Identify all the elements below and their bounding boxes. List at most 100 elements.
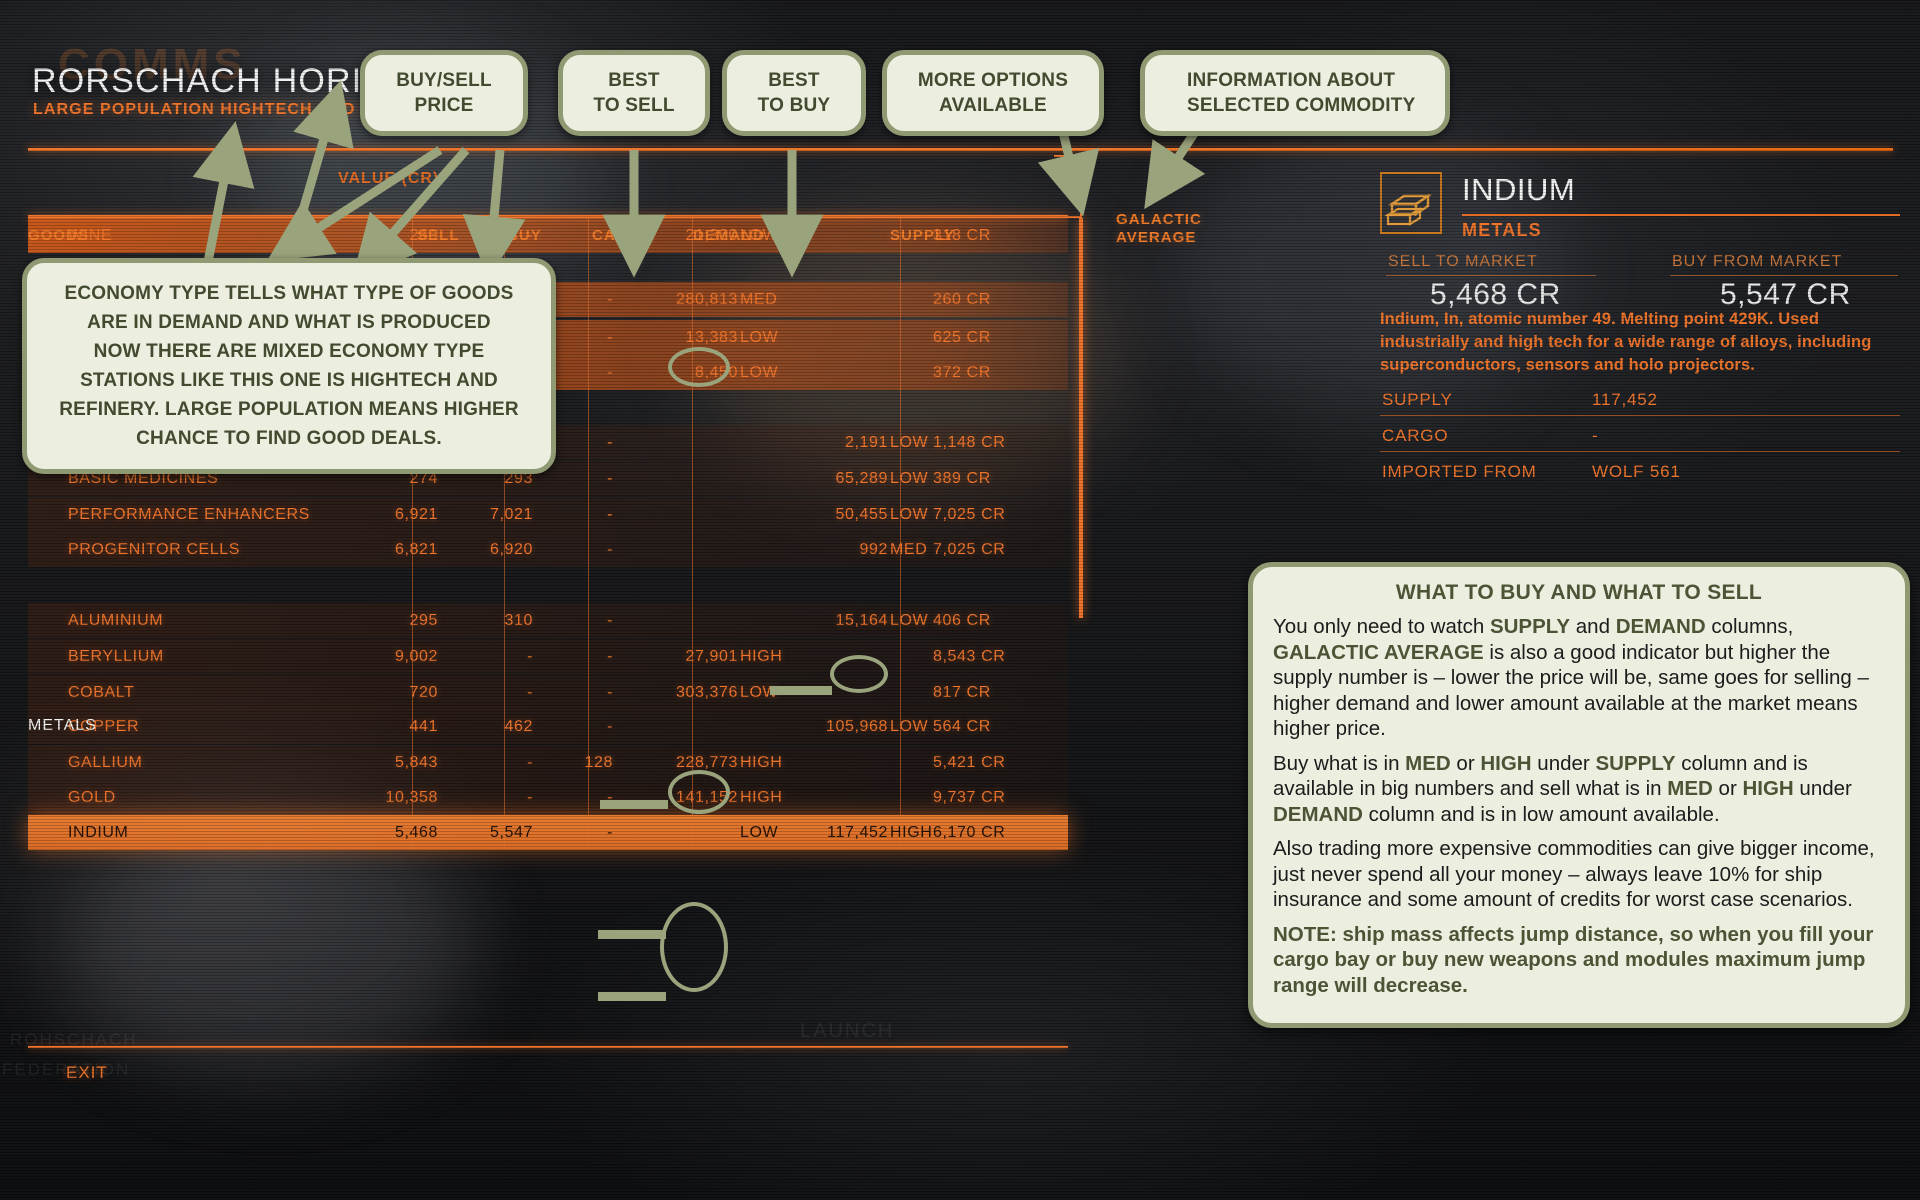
chevron-down-icon[interactable]: [1060, 178, 1076, 188]
callout-line: SELECTED COMMODITY: [1187, 95, 1416, 116]
stat-divider: [1380, 451, 1900, 452]
cell-galactic-average: 372 CR: [933, 364, 991, 381]
commodity-description: Indium, In, atomic number 49. Melting po…: [1380, 310, 1872, 374]
cell-demand-level: HIGH: [740, 754, 783, 771]
column-header-supply[interactable]: SUPPLY: [890, 227, 955, 244]
header-divider: [28, 148, 1893, 151]
callout-info-about-commodity: INFORMATION ABOUT SELECTED COMMODITY: [1140, 50, 1450, 136]
cell-cargo: 128: [584, 754, 613, 771]
cell-demand: 27,901: [685, 648, 738, 665]
arrow-to-commodity-panel: [1144, 129, 1206, 210]
cell-goods-name: PROGENITOR CELLS: [68, 541, 241, 558]
callout-line: ECONOMY TYPE TELLS WHAT TYPE OF GOODS: [64, 283, 514, 304]
cell-supply: 15,164: [835, 612, 888, 629]
cell-demand-level: HIGH: [740, 789, 783, 806]
column-header-goods[interactable]: GOODS: [28, 227, 90, 244]
cell-buy: -: [527, 789, 533, 806]
table-row[interactable]: INDIUM 5,468 5,547- LOW 117,452 HIGH 6,170 CR: [28, 815, 1068, 850]
cell-galactic-average: 406 CR: [933, 612, 991, 629]
table-row[interactable]: GALLIUM 5,843 - 128 228,773 HIGH 5,421 CR: [28, 745, 1068, 780]
stat-value: -: [1592, 426, 1599, 445]
cell-cargo: -: [607, 541, 613, 558]
cell-demand: 303,376: [675, 684, 738, 701]
cell-galactic-average: 318 CR: [933, 227, 991, 244]
cell-demand-level: HIGH: [740, 648, 783, 665]
sell-to-market-underline: [1386, 275, 1596, 276]
cell-supply: 2,191: [844, 434, 888, 451]
stat-value: 117,452: [1592, 390, 1658, 409]
callout-more-options: MORE OPTIONS AVAILABLE: [882, 50, 1104, 136]
guide-box: WHAT TO BUY AND WHAT TO SELL You only ne…: [1248, 562, 1910, 1028]
table-row[interactable]: COPPER 441 462 - 105,968 LOW 564 CR: [28, 709, 1068, 744]
cell-supply: 117,452: [827, 824, 888, 841]
cell-goods-name: COBALT: [68, 684, 135, 701]
annotation-circle-wine-med: [668, 347, 730, 387]
cell-sell: 295: [409, 612, 438, 629]
cell-buy: 6,920: [489, 541, 533, 558]
buy-from-market-underline: [1670, 275, 1898, 276]
cell-cargo: -: [607, 824, 613, 841]
guide-box-title: WHAT TO BUY AND WHAT TO SELL: [1395, 581, 1763, 604]
cell-supply: 992: [859, 541, 888, 558]
cell-galactic-average: 389 CR: [933, 470, 991, 487]
column-header-galactic-average-line1[interactable]: GALACTIC: [1116, 211, 1202, 228]
cell-goods-name: INDIUM: [68, 824, 129, 841]
cell-supply-level: LOW: [890, 506, 929, 523]
table-header-underline: [28, 215, 1068, 218]
cell-cargo: -: [607, 291, 613, 308]
commodity-name: INDIUM: [1462, 172, 1576, 207]
table-row[interactable]: COBALT 720 - - 303,376 LOW 817 CR: [28, 675, 1068, 710]
table-row[interactable]: ALUMINIUM 295 310 - 15,164 LOW 406 CR: [28, 603, 1068, 638]
federation-ghost-label: FEDERATION: [2, 1060, 131, 1079]
comms-ghost-title: COMMS: [58, 40, 247, 89]
cell-sell: 6,921: [394, 506, 438, 523]
column-divider: [692, 218, 693, 850]
column-header-demand[interactable]: DEMAND: [693, 227, 766, 244]
exit-button[interactable]: EXIT: [66, 1063, 108, 1082]
commodity-category: METALS: [1462, 220, 1542, 240]
annotation-circle-gallium-gold-high: [660, 902, 728, 992]
callout-line: AVAILABLE: [939, 95, 1047, 116]
cell-demand: 280,813: [675, 291, 738, 308]
cell-goods-name: WINE: [68, 227, 113, 244]
column-divider: [588, 218, 589, 850]
cell-buy: 5,547: [489, 824, 533, 841]
cell-demand-level: MED: [740, 291, 778, 308]
guide-box-paragraph: Also trading more expensive commodities …: [1273, 837, 1875, 911]
cell-buy: 310: [504, 612, 533, 629]
cell-galactic-average: 6,170 CR: [933, 824, 1006, 841]
table-row[interactable]: PERFORMANCE ENHANCERS 6,921 7,021 - 50,455 LO…: [28, 497, 1068, 532]
cell-supply: 105,968: [825, 718, 888, 735]
cell-goods-name: GOLD: [68, 789, 116, 806]
column-header-buy[interactable]: BUY: [507, 227, 542, 244]
cell-cargo: -: [607, 434, 613, 451]
callout-line: NOW THERE ARE MIXED ECONOMY TYPE: [93, 341, 485, 362]
cell-supply-level: LOW: [890, 718, 929, 735]
cell-sell: 10,358: [328, 789, 438, 807]
station-subtitle: LARGE POPULATION HIGHTECH AND REFIN: [33, 101, 415, 118]
cell-demand: 13,383: [685, 329, 738, 346]
cell-goods-name: GALLIUM: [68, 754, 143, 771]
cell-supply: 65,289: [835, 470, 888, 487]
stat-key: CARGO: [1382, 426, 1449, 445]
cell-galactic-average: 8,543 CR: [933, 648, 1006, 665]
rorschach-ghost-label: ROHSCHACH: [10, 1030, 138, 1049]
annotation-bar-progenitor: [770, 686, 832, 695]
cell-cargo: -: [607, 789, 613, 806]
column-header-galactic-average-line2[interactable]: AVERAGE: [1116, 229, 1197, 246]
bg-blob: [60, 820, 480, 1080]
table-row[interactable]: BERYLLIUM 9,002 - - 27,901 HIGH 8,543 CR: [28, 639, 1068, 674]
buy-from-market-label: BUY FROM MARKET: [1672, 253, 1843, 270]
column-divider: [504, 218, 505, 850]
table-row[interactable]: PROGENITOR CELLS 6,821 6,920 - 992 MED 7,025 C…: [28, 532, 1068, 567]
buy-from-market-value: 5,547 CR: [1720, 278, 1851, 311]
column-header-cargo[interactable]: CARGO: [592, 227, 654, 244]
cell-cargo: -: [607, 364, 613, 381]
commodity-title-divider: [1462, 214, 1900, 216]
guide-box-paragraph: You only need to watch SUPPLY and DEMAND…: [1273, 615, 1869, 740]
cell-sell: 5,843: [394, 754, 438, 771]
column-header-sell[interactable]: SELL: [417, 227, 460, 244]
cell-sell: 9,002: [394, 648, 438, 665]
cell-sell: 274: [409, 470, 438, 487]
